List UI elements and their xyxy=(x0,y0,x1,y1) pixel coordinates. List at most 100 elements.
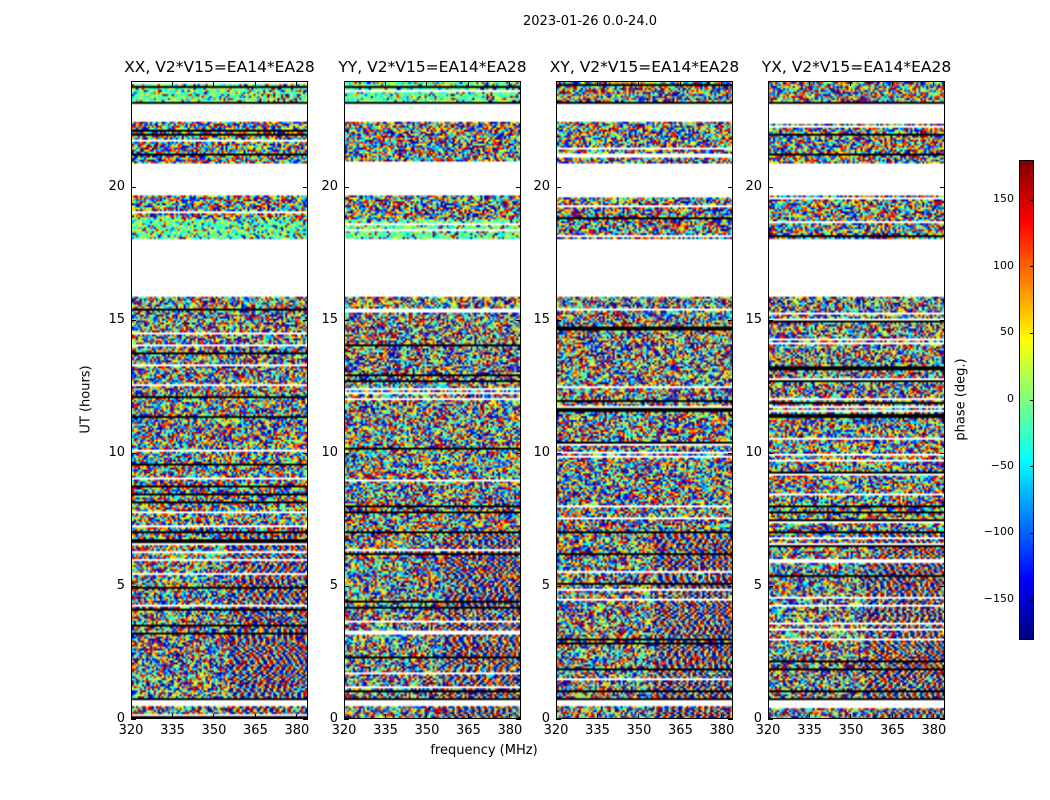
x-tick xyxy=(679,714,681,719)
y-tick xyxy=(728,186,733,188)
y-tick xyxy=(940,319,945,321)
y-tick xyxy=(556,585,561,587)
y-tick xyxy=(131,585,136,587)
x-tick xyxy=(509,81,511,86)
y-tick-label: 5 xyxy=(541,578,550,594)
y-tick xyxy=(344,452,349,454)
x-tick xyxy=(467,714,469,719)
x-tick xyxy=(426,714,428,719)
y-tick xyxy=(768,186,773,188)
x-tick-label: 350 xyxy=(414,723,440,738)
y-tick xyxy=(728,319,733,321)
y-tick-label: 15 xyxy=(321,312,338,328)
x-tick xyxy=(384,714,386,719)
y-tick xyxy=(303,718,308,720)
x-tick-label: 335 xyxy=(797,723,822,738)
x-tick xyxy=(171,81,173,86)
x-tick-label: 380 xyxy=(709,723,735,738)
y-tick xyxy=(728,718,733,720)
y-tick-label: 20 xyxy=(745,179,762,195)
x-tick xyxy=(638,81,640,86)
x-tick xyxy=(254,81,256,86)
y-tick xyxy=(303,186,308,188)
colorbar-tick-label: −100 xyxy=(983,525,1014,539)
colorbar-tick-label: −50 xyxy=(990,458,1014,472)
x-tick xyxy=(933,714,935,719)
y-tick xyxy=(516,718,521,720)
y-tick xyxy=(728,585,733,587)
y-tick-label: 15 xyxy=(108,312,125,328)
x-tick xyxy=(850,81,852,86)
y-tick xyxy=(131,718,136,720)
y-tick xyxy=(728,452,733,454)
x-tick xyxy=(933,81,935,86)
y-tick-label: 10 xyxy=(321,445,338,461)
x-tick-label: 320 xyxy=(118,723,144,738)
colorbar-tick xyxy=(1030,599,1034,601)
y-tick xyxy=(344,718,349,720)
x-tick-label: 335 xyxy=(160,723,185,738)
x-tick-label: 350 xyxy=(626,723,652,738)
y-axis-label: UT (hours) xyxy=(78,365,94,434)
y-tick xyxy=(303,452,308,454)
x-tick xyxy=(808,714,810,719)
x-tick xyxy=(679,81,681,86)
heatmap-image xyxy=(557,82,732,718)
y-tick xyxy=(516,319,521,321)
panel-title: YY, V2*V15=EA14*EA28 xyxy=(338,58,527,76)
y-tick xyxy=(768,585,773,587)
y-tick-label: 5 xyxy=(329,578,338,594)
colorbar-tick-label: 50 xyxy=(1000,325,1014,339)
x-tick-label: 380 xyxy=(921,723,947,738)
colorbar-tick xyxy=(1030,532,1034,534)
x-axis-label: frequency (MHz) xyxy=(430,743,538,758)
x-tick xyxy=(296,714,298,719)
colorbar-tick-label: 0 xyxy=(1007,392,1014,405)
y-tick-label: 10 xyxy=(745,445,762,461)
y-tick-label: 15 xyxy=(745,312,762,328)
heatmap-panel-xy xyxy=(556,81,733,719)
y-tick-label: 20 xyxy=(108,179,125,195)
x-tick-label: 365 xyxy=(243,723,268,738)
x-tick xyxy=(767,81,769,86)
x-tick xyxy=(891,81,893,86)
y-tick xyxy=(940,452,945,454)
y-tick-label: 0 xyxy=(116,711,125,726)
panel-title: XY, V2*V15=EA14*EA28 xyxy=(549,58,740,76)
x-tick-label: 320 xyxy=(331,723,357,738)
y-tick xyxy=(768,452,773,454)
y-tick xyxy=(940,585,945,587)
y-tick xyxy=(131,319,136,321)
panel-title: YX, V2*V15=EA14*EA28 xyxy=(761,58,952,76)
x-tick-label: 320 xyxy=(755,723,781,738)
colorbar-tick xyxy=(1030,199,1034,201)
y-tick xyxy=(768,718,773,720)
figure-title: 2023-01-26 0.0-24.0 xyxy=(523,14,657,29)
y-tick-label: 10 xyxy=(108,445,125,461)
y-tick xyxy=(940,718,945,720)
x-tick-label: 335 xyxy=(585,723,610,738)
colorbar-tick-label: 150 xyxy=(993,192,1014,205)
x-tick xyxy=(171,714,173,719)
x-tick xyxy=(850,714,852,719)
x-tick xyxy=(891,714,893,719)
panel-title: XX, V2*V15=EA14*EA28 xyxy=(124,58,315,76)
x-tick xyxy=(721,714,723,719)
y-tick xyxy=(556,186,561,188)
heatmap-panel-yy xyxy=(344,81,521,719)
y-tick xyxy=(303,319,308,321)
heatmap-panel-yx xyxy=(768,81,945,719)
y-tick-label: 20 xyxy=(321,179,338,195)
y-tick-label: 20 xyxy=(533,179,550,195)
y-tick-label: 5 xyxy=(753,578,762,594)
colorbar-tick xyxy=(1030,399,1034,401)
y-tick-label: 10 xyxy=(533,445,550,461)
x-tick-label: 350 xyxy=(201,723,227,738)
x-tick xyxy=(509,714,511,719)
heatmap-image xyxy=(769,82,944,718)
x-tick xyxy=(296,81,298,86)
y-tick xyxy=(344,186,349,188)
y-tick xyxy=(940,186,945,188)
y-tick-label: 5 xyxy=(116,578,125,594)
colorbar-tick-label: −150 xyxy=(983,592,1014,605)
